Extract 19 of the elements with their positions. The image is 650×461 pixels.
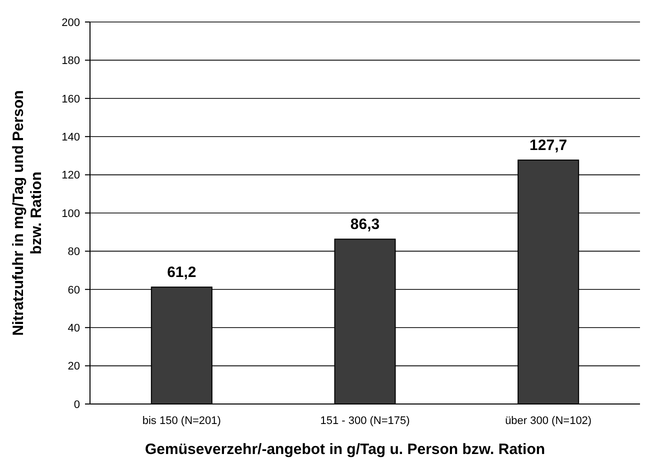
y-tick-label: 100 xyxy=(62,208,80,220)
y-tick-label: 180 xyxy=(62,55,80,68)
data-label: 86,3 xyxy=(350,216,380,234)
x-tick-label: bis 150 (N=201) xyxy=(142,415,221,427)
y-axis-title: Nitratzufuhr in mg/Tag und Person bzw. Ration xyxy=(10,90,45,336)
y-tick-label: 120 xyxy=(62,170,80,182)
data-label: 127,7 xyxy=(530,137,568,154)
y-tick-label: 60 xyxy=(68,284,80,296)
y-tick-label: 0 xyxy=(74,398,80,411)
y-tick-label: 20 xyxy=(68,360,80,373)
x-tick-label: 151 - 300 (N=175) xyxy=(320,415,410,427)
y-tick-label: 160 xyxy=(62,93,80,106)
y-tick-label: 80 xyxy=(68,246,80,258)
x-axis-title: Gemüseverzehr/-angebot in g/Tag u. Person bzw. Ration xyxy=(144,441,546,458)
y-tick-label: 40 xyxy=(68,322,80,334)
y-tick-label: 140 xyxy=(62,131,80,144)
y-tick-label: 200 xyxy=(62,16,80,29)
data-label: 61,2 xyxy=(167,264,196,282)
x-tick-label: über 300 (N=102) xyxy=(505,415,592,427)
